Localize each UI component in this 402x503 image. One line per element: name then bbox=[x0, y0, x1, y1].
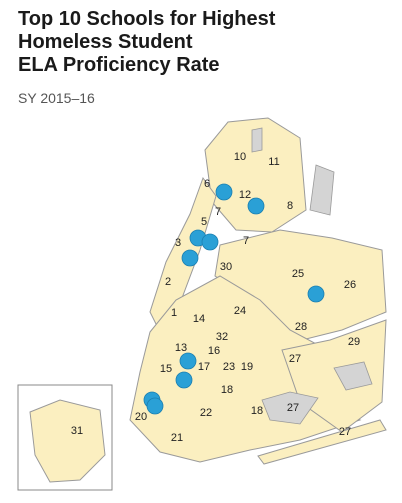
district-label: 17 bbox=[198, 361, 210, 373]
district-label: 19 bbox=[241, 361, 253, 373]
district-label: 29 bbox=[348, 336, 360, 348]
school-dots bbox=[143, 183, 325, 415]
district-label: 21 bbox=[171, 432, 183, 444]
water bbox=[261, 391, 319, 425]
district-label: 30 bbox=[220, 261, 232, 273]
school-dot bbox=[307, 285, 325, 303]
district-label: 3 bbox=[175, 237, 181, 249]
district-labels: 1011691287543730225262411432282916132319… bbox=[71, 151, 360, 444]
district-label: 7 bbox=[215, 206, 221, 218]
district-label: 27 bbox=[287, 402, 299, 414]
school-dot bbox=[179, 352, 197, 370]
district-label: 13 bbox=[175, 342, 187, 354]
district-label: 5 bbox=[201, 216, 207, 228]
school-dot bbox=[247, 197, 265, 215]
district-label: 31 bbox=[71, 425, 83, 437]
district-label: 32 bbox=[216, 331, 228, 343]
district-label: 12 bbox=[239, 189, 251, 201]
district-label: 15 bbox=[160, 363, 172, 375]
district-label: 14 bbox=[193, 313, 205, 325]
district-label: 16 bbox=[208, 345, 220, 357]
district-label: 23 bbox=[223, 361, 235, 373]
school-dot bbox=[175, 371, 193, 389]
school-dot bbox=[181, 249, 199, 267]
district-label: 1 bbox=[171, 307, 177, 319]
district-label: 22 bbox=[200, 407, 212, 419]
district-label: 10 bbox=[234, 151, 246, 163]
rockaway bbox=[257, 419, 387, 465]
subtitle: SY 2015–16 bbox=[18, 90, 95, 106]
title: Top 10 Schools for Highest Homeless Stud… bbox=[18, 8, 275, 77]
district-label: 18 bbox=[221, 384, 233, 396]
district-label: 28 bbox=[295, 321, 307, 333]
district-label: 7 bbox=[243, 235, 249, 247]
water bbox=[309, 164, 335, 216]
school-dot bbox=[215, 183, 233, 201]
district-label: 20 bbox=[135, 411, 147, 423]
district-label: 8 bbox=[287, 200, 293, 212]
water bbox=[251, 127, 263, 153]
district-label: 26 bbox=[344, 279, 356, 291]
staten-island bbox=[29, 399, 106, 483]
school-dot bbox=[146, 397, 164, 415]
school-dot bbox=[201, 233, 219, 251]
bronx bbox=[204, 117, 307, 233]
title-line: ELA Proficiency Rate bbox=[18, 54, 220, 76]
district-label: 2 bbox=[165, 276, 171, 288]
water bbox=[333, 361, 373, 391]
district-label: 25 bbox=[292, 268, 304, 280]
district-label: 6 bbox=[204, 178, 210, 190]
title-line: Top 10 Schools for Highest bbox=[18, 8, 276, 30]
district-label: 27 bbox=[339, 426, 351, 438]
district-label: 18 bbox=[251, 405, 263, 417]
water-bodies bbox=[251, 127, 373, 425]
district-label: 27 bbox=[289, 353, 301, 365]
district-label: 24 bbox=[234, 305, 246, 317]
district-label: 11 bbox=[268, 156, 279, 168]
title-line: Homeless Student bbox=[18, 31, 193, 53]
